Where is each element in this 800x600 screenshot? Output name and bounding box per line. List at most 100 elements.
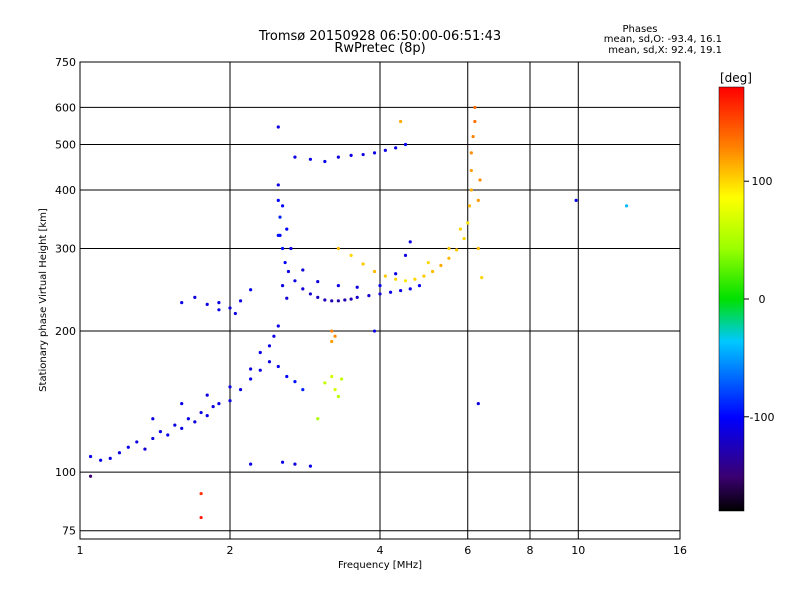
chart-title: Tromsø 20150928 06:50:00-06:51:43: [258, 29, 501, 44]
data-point: [458, 227, 463, 231]
data-point: [205, 302, 209, 306]
data-point: [228, 385, 232, 389]
data-point: [283, 260, 287, 265]
data-point: [372, 269, 377, 274]
data-point: [308, 464, 313, 468]
data-point: [289, 246, 293, 251]
data-point: [173, 423, 177, 427]
colorbar-ticks: 100 0 -100: [744, 175, 774, 424]
data-point: [403, 279, 408, 283]
colorbar: [718, 86, 745, 512]
data-point: [249, 377, 253, 381]
data-point: [193, 295, 197, 299]
data-point: [480, 276, 484, 280]
data-point: [143, 447, 147, 451]
data-point: [276, 183, 280, 187]
data-point: [285, 296, 289, 300]
data-point: [205, 414, 209, 418]
data-point: [316, 279, 320, 284]
x-tick-label: 16: [673, 544, 687, 557]
data-point: [267, 360, 272, 364]
data-point: [217, 300, 221, 305]
data-point: [476, 246, 480, 251]
data-point: [471, 134, 475, 139]
data-points: [88, 105, 629, 520]
data-point: [417, 284, 422, 288]
data-point: [340, 377, 344, 381]
data-point: [276, 198, 280, 202]
data-point: [330, 374, 334, 379]
data-point: [399, 288, 403, 293]
data-point: [280, 460, 285, 464]
data-point: [217, 402, 221, 406]
data-point: [473, 119, 477, 124]
phases-o-stats: mean, sd,O: -93.4, 16.1: [604, 34, 722, 45]
data-point: [467, 204, 472, 208]
data-point: [211, 404, 215, 409]
y-tick-label: 75: [62, 525, 76, 538]
data-point: [278, 215, 282, 219]
data-point: [276, 364, 280, 369]
data-point: [476, 198, 480, 202]
data-point: [361, 262, 365, 266]
data-point: [199, 515, 203, 520]
data-point: [88, 474, 93, 478]
data-point: [301, 268, 305, 272]
y-tick-label: 500: [55, 139, 76, 152]
data-point: [180, 300, 184, 305]
data-point: [249, 288, 253, 292]
data-point: [117, 451, 122, 455]
data-point: [308, 292, 313, 296]
data-point: [217, 308, 221, 312]
x-tick-label: 10: [571, 544, 585, 557]
data-point: [323, 159, 327, 164]
data-point: [316, 295, 320, 299]
data-point: [151, 417, 155, 421]
data-point: [399, 119, 403, 124]
chart-subtitle: RwPretec (8p): [334, 41, 425, 56]
y-tick-label: 400: [55, 184, 76, 197]
x-axis-label: Frequency [MHz]: [338, 560, 422, 571]
data-point: [343, 298, 347, 302]
data-point: [323, 298, 327, 302]
data-point: [286, 269, 291, 274]
phases-x-stats: mean, sd,X: 92.4, 19.1: [608, 45, 722, 56]
data-point: [199, 410, 203, 415]
data-point: [447, 256, 451, 260]
data-point: [186, 417, 190, 421]
data-point: [394, 277, 398, 281]
x-tick-label: 6: [464, 544, 471, 557]
data-point: [308, 157, 313, 161]
data-point: [447, 246, 451, 251]
y-tick-label: 200: [55, 325, 76, 338]
x-tick-labels: 1 2 4 6 8 10 16: [77, 544, 688, 557]
y-tick-label: 600: [55, 101, 76, 114]
data-point: [301, 388, 305, 392]
data-point: [394, 272, 398, 276]
data-point: [280, 284, 285, 288]
data-point: [330, 299, 334, 303]
data-point: [439, 263, 443, 268]
data-point: [355, 285, 359, 289]
plot-frame: [79, 61, 681, 540]
data-point: [403, 142, 408, 147]
data-point: [624, 204, 629, 208]
data-point: [158, 430, 163, 434]
data-point: [228, 306, 232, 310]
data-point: [430, 269, 435, 274]
data-point: [276, 125, 280, 129]
data-point: [372, 329, 377, 333]
data-point: [99, 458, 103, 462]
data-point: [349, 253, 353, 258]
data-point: [249, 462, 253, 466]
y-tick-label: 100: [55, 466, 76, 479]
data-point: [336, 155, 340, 159]
data-point: [238, 299, 243, 303]
data-point: [280, 204, 285, 208]
data-point: [426, 260, 430, 265]
data-point: [462, 236, 466, 241]
y-axis-label: Stationary phase Virtual Height [km]: [38, 208, 49, 392]
data-point: [135, 440, 139, 444]
data-point: [258, 368, 262, 372]
data-point: [88, 454, 93, 459]
